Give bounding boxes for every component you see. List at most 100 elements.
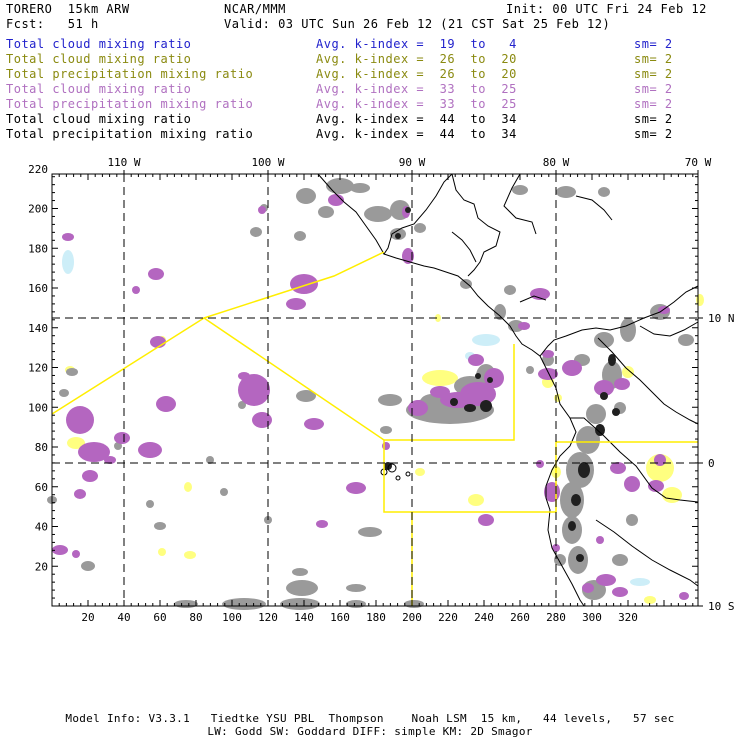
precip-yellow-patch xyxy=(158,548,166,556)
y-tick-label: 40 xyxy=(35,521,48,534)
cloud-purple-patch xyxy=(346,482,366,494)
y-tick-label: 80 xyxy=(35,441,48,454)
cloud-core xyxy=(480,400,492,412)
x-tick-label: 120 xyxy=(258,611,278,624)
header-line-1: TORERO 15km ARW NCAR/MMM Init: 00 UTC Fr… xyxy=(6,2,734,17)
latitude-label: 0 xyxy=(708,457,715,470)
cloud-gray-patch xyxy=(174,600,198,608)
cloud-core xyxy=(571,494,581,506)
header-line-2: Fcst: 51 h Valid: 03 UTC Sun 26 Feb 12 (… xyxy=(6,17,734,32)
cloud-purple-patch xyxy=(596,574,616,586)
model-info-line-2: LW: Godd SW: Goddard DIFF: simple KM: 2D… xyxy=(207,725,533,738)
cloud-purple-patch xyxy=(402,248,414,264)
y-tick-label: 220 xyxy=(28,163,48,176)
cloud-gray-patch xyxy=(612,554,628,566)
y-tick-label: 160 xyxy=(28,282,48,295)
cloud-gray-patch xyxy=(678,334,694,346)
cloud-purple-patch xyxy=(518,322,530,330)
cloud-fields-layer xyxy=(47,178,704,610)
coastline-colombia-venezuela xyxy=(597,337,699,425)
cloud-gray-patch xyxy=(526,366,534,374)
cloud-purple-patch xyxy=(132,286,140,294)
cloud-gray-patch xyxy=(346,584,366,592)
legend-kindex: Avg. k-index = 26 to 20 xyxy=(316,52,517,66)
cloud-purple-patch xyxy=(658,306,670,314)
galapagos-island xyxy=(395,475,401,481)
cloud-purple-patch xyxy=(156,396,176,412)
coastline-south-america-pacific xyxy=(539,355,585,607)
cloud-purple-patch xyxy=(290,274,318,294)
precip-yellow-patch xyxy=(184,482,192,492)
coastline-lake xyxy=(519,295,547,303)
cloud-purple-patch xyxy=(478,514,494,526)
legend-field-name: Total cloud mixing ratio xyxy=(6,82,192,96)
cloud-gray-patch xyxy=(81,561,95,571)
cloud-purple-patch xyxy=(679,592,689,600)
cloud-gray-patch xyxy=(380,426,392,434)
precip-yellow-patch xyxy=(435,314,441,322)
map-frame xyxy=(51,173,699,607)
x-tick-label: 140 xyxy=(294,611,314,624)
cloud-gray-patch xyxy=(286,580,318,596)
coastline-central-america-pacific xyxy=(383,253,699,357)
cloud-purple-patch xyxy=(468,354,484,366)
longitude-label: 90 W xyxy=(399,156,426,169)
cloud-gray-patch xyxy=(358,527,382,537)
x-tick-label: 80 xyxy=(189,611,202,624)
cloud-gray-patch xyxy=(460,279,472,289)
cloud-purple-patch xyxy=(648,480,664,492)
cloud-purple-patch xyxy=(66,406,94,434)
legend-kindex: Avg. k-index = 33 to 25 xyxy=(316,82,517,96)
forecast-hour: Fcst: 51 h xyxy=(6,17,99,31)
cloud-gray-patch xyxy=(250,227,262,237)
legend-field-name: Total cloud mixing ratio xyxy=(6,52,192,66)
cloud-gray-patch xyxy=(512,185,528,195)
cloud-gray-patch xyxy=(594,332,614,348)
coastline-cuba xyxy=(503,173,537,235)
cloud-purple-patch xyxy=(52,545,68,555)
precip-cyan-patch xyxy=(630,578,650,586)
cloud-core xyxy=(578,462,590,478)
domain-north-boundary xyxy=(203,251,385,319)
x-tick-label: 220 xyxy=(438,611,458,624)
coastline-border-1 xyxy=(570,417,699,503)
cloud-core xyxy=(568,521,576,531)
x-tick-label: 60 xyxy=(153,611,166,624)
x-tick-label: 160 xyxy=(330,611,350,624)
legend-kindex: Avg. k-index = 44 to 34 xyxy=(316,112,517,126)
precip-yellow-patch xyxy=(422,370,458,386)
cloud-purple-patch xyxy=(258,206,266,214)
cloud-gray-patch xyxy=(576,426,600,454)
y-tick-label: 120 xyxy=(28,362,48,375)
cloud-core xyxy=(487,377,493,383)
cloud-purple-patch xyxy=(104,456,116,464)
cloud-core xyxy=(450,398,458,406)
cloud-gray-patch xyxy=(494,304,506,320)
cloud-purple-patch xyxy=(382,442,390,450)
cloud-purple-patch xyxy=(78,442,110,462)
cloud-core xyxy=(464,404,476,412)
cloud-gray-patch xyxy=(378,394,402,406)
legend-smoothing: sm= 2 xyxy=(634,112,673,126)
cloud-purple-patch xyxy=(286,298,306,310)
precip-yellow-patch xyxy=(622,366,634,378)
x-tick-label: 180 xyxy=(366,611,386,624)
cloud-core xyxy=(405,207,411,213)
map-border xyxy=(51,173,699,607)
coastline-yucatan xyxy=(451,173,501,277)
cloud-gray-patch xyxy=(404,600,424,608)
init-time: Init: 00 UTC Fri 24 Feb 12 xyxy=(506,2,707,16)
precip-yellow-patch xyxy=(646,454,674,482)
legend-kindex: Avg. k-index = 19 to 4 xyxy=(316,37,517,51)
y-tick-label: 20 xyxy=(35,560,48,573)
legend-kindex: Avg. k-index = 26 to 20 xyxy=(316,67,517,81)
longitude-label: 100 W xyxy=(251,156,284,169)
cloud-core xyxy=(612,408,620,416)
coastline-caribbean xyxy=(639,321,699,337)
x-tick-label: 20 xyxy=(81,611,94,624)
y-tick-label: 100 xyxy=(28,401,48,414)
cloud-purple-patch xyxy=(582,583,594,593)
cloud-gray-patch xyxy=(294,231,306,241)
legend-field-name: Total cloud mixing ratio xyxy=(6,112,192,126)
